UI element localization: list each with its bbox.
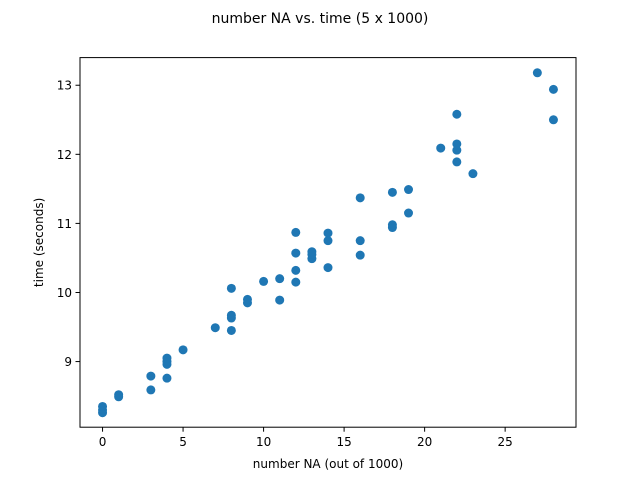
- data-point: [452, 139, 462, 149]
- x-tick-label: 0: [99, 435, 107, 449]
- chart-title: number NA vs. time (5 x 1000): [212, 11, 429, 27]
- y-tick-label: 9: [64, 355, 72, 369]
- data-point: [387, 187, 397, 197]
- data-point: [548, 84, 558, 94]
- data-point: [162, 373, 172, 383]
- data-point: [291, 277, 301, 287]
- data-point: [146, 385, 156, 395]
- data-points: [98, 68, 558, 418]
- data-point: [404, 208, 414, 218]
- data-point: [452, 145, 462, 155]
- data-point: [226, 310, 236, 320]
- data-point: [291, 248, 301, 258]
- data-point: [275, 295, 285, 305]
- x-tick-label: 10: [256, 435, 271, 449]
- y-axis-label: time (seconds): [32, 198, 46, 287]
- y-tick-label: 12: [57, 148, 72, 162]
- x-axis-ticks: 0 5 10 15 20 25: [99, 427, 513, 449]
- data-point: [404, 185, 414, 195]
- data-point: [452, 109, 462, 119]
- x-axis-label: number NA (out of 1000): [253, 457, 403, 471]
- data-point: [259, 276, 269, 286]
- data-point: [146, 371, 156, 381]
- x-tick-label: 20: [417, 435, 432, 449]
- y-tick-label: 11: [57, 217, 72, 231]
- data-point: [114, 390, 124, 400]
- data-point: [275, 274, 285, 284]
- data-point: [532, 68, 542, 78]
- data-point: [468, 169, 478, 179]
- data-point: [210, 323, 220, 333]
- data-point: [291, 265, 301, 275]
- data-point: [355, 250, 365, 260]
- data-point: [355, 193, 365, 203]
- data-point: [226, 325, 236, 335]
- data-point: [178, 345, 188, 355]
- data-point: [226, 283, 236, 293]
- data-point: [323, 236, 333, 246]
- y-tick-label: 13: [57, 79, 72, 93]
- data-point: [291, 227, 301, 237]
- data-point: [323, 263, 333, 273]
- data-point: [452, 157, 462, 167]
- data-point: [242, 294, 252, 304]
- x-tick-label: 15: [336, 435, 351, 449]
- plot-frame: [79, 57, 577, 428]
- data-point: [162, 353, 172, 363]
- y-tick-label: 10: [57, 286, 72, 300]
- data-point: [98, 401, 108, 411]
- data-point: [355, 236, 365, 246]
- x-tick-label: 5: [179, 435, 187, 449]
- data-point: [387, 220, 397, 230]
- data-point: [323, 228, 333, 238]
- data-point: [436, 143, 446, 153]
- data-point: [307, 247, 317, 257]
- y-axis-ticks: 9 10 11 12 13: [57, 79, 80, 369]
- data-point: [548, 115, 558, 125]
- x-tick-label: 25: [498, 435, 513, 449]
